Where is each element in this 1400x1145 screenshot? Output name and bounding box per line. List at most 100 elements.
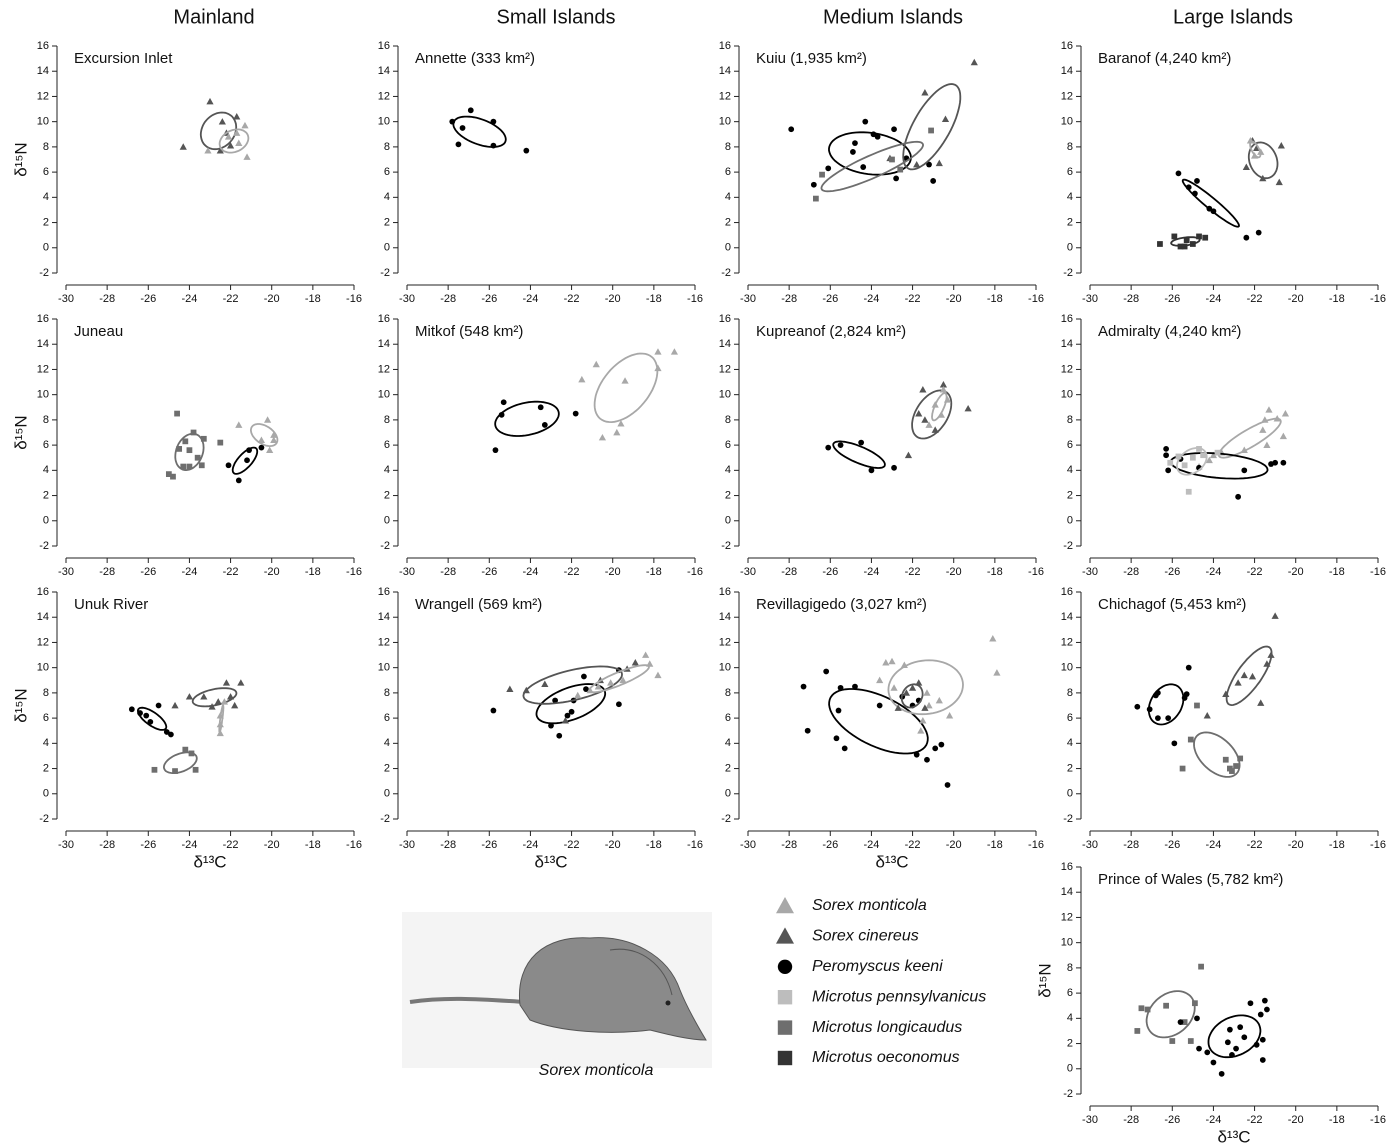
x-tick-label: -24 [863,839,879,851]
legend-label: Sorex cinereus [812,928,919,945]
point [216,720,224,728]
point [186,447,193,454]
point [500,399,507,406]
y-tick-label: 8 [725,414,731,426]
point [237,679,245,686]
y-axis-label: δ¹⁵N [1035,963,1054,997]
point [1202,234,1209,241]
x-tick-label: -16 [1028,293,1044,305]
y-tick-label: 6 [384,712,390,724]
point [182,746,189,753]
point [858,439,865,446]
y-tick-label: 16 [719,586,731,598]
y-tick-label: 10 [378,116,390,128]
point [788,126,795,133]
point [876,676,884,684]
point [1279,432,1287,440]
y-tick-label: 10 [1061,937,1073,949]
x-tick-label: -18 [1329,1114,1345,1126]
x-tick-label: -28 [1123,1114,1139,1126]
point [935,159,943,167]
x-tick-label: -28 [440,566,456,578]
point [218,118,226,125]
point [200,693,208,700]
point [180,463,187,470]
point [1165,715,1172,721]
panel-title: Chichagof (5,453 km²) [1098,596,1246,613]
point [841,745,848,752]
x-tick-label: -28 [1123,293,1139,305]
x-tick-label: -20 [946,566,962,578]
point [216,711,224,719]
point [850,149,856,155]
point [165,471,172,477]
point [1248,672,1257,680]
point [889,156,895,163]
y-tick-label: 0 [725,515,731,527]
point [1233,1045,1239,1052]
point [1183,237,1190,244]
panel-title: Annette (333 km²) [415,50,535,67]
point [943,396,952,403]
x-tick-label: -26 [140,293,156,305]
image-caption: Sorex monticola [539,1062,654,1079]
point [1196,1045,1202,1052]
point [891,464,897,471]
point [226,693,235,700]
x-tick-label: -16 [1028,839,1044,851]
legend-marker [777,990,793,1005]
y-tick-label: 10 [719,662,731,674]
y-tick-label: -2 [721,813,731,825]
standard-ellipse [1247,141,1279,180]
point [243,153,251,160]
point [1240,671,1248,679]
y-tick-label: 12 [1061,911,1073,923]
point [147,719,154,725]
y-tick-label: 2 [43,762,49,774]
point [646,660,654,667]
standard-ellipse [911,389,953,440]
point [1235,493,1241,500]
y-tick-label: 10 [1061,116,1073,128]
y-tick-label: 10 [378,389,390,401]
point [490,142,497,149]
x-tick-label: -26 [822,839,838,851]
point [1237,1024,1244,1031]
standard-ellipse [218,128,250,154]
point [200,435,207,442]
y-tick-label: 12 [719,363,731,375]
x-tick-label: -20 [1288,839,1304,851]
standard-ellipse [828,688,929,755]
point [188,750,195,757]
point [621,377,629,384]
y-tick-label: 0 [1067,515,1073,527]
y-tick-label: 6 [1067,439,1073,451]
point [1222,690,1230,698]
point [835,707,842,714]
point [921,89,929,96]
point [143,712,150,719]
point [928,127,934,134]
y-tick-label: 2 [43,489,49,501]
x-tick-label: -24 [181,293,197,305]
y-tick-label: 12 [719,90,731,102]
point [1187,1038,1194,1044]
y-tick-label: 12 [378,90,390,102]
point [1169,1038,1176,1044]
standard-ellipse [191,687,238,708]
point [220,698,228,705]
point [810,181,817,188]
point [944,782,951,788]
point [932,745,939,752]
point [654,348,662,355]
x-tick-label: -22 [905,839,921,851]
x-tick-label: -24 [181,839,197,851]
point [455,141,462,148]
point [266,446,274,454]
y-tick-label: 14 [719,611,731,623]
x-tick-label: -20 [946,839,962,851]
y-tick-label: 12 [37,636,49,648]
point [264,416,272,423]
x-tick-label: -18 [646,566,662,578]
y-tick-label: 8 [43,414,49,426]
